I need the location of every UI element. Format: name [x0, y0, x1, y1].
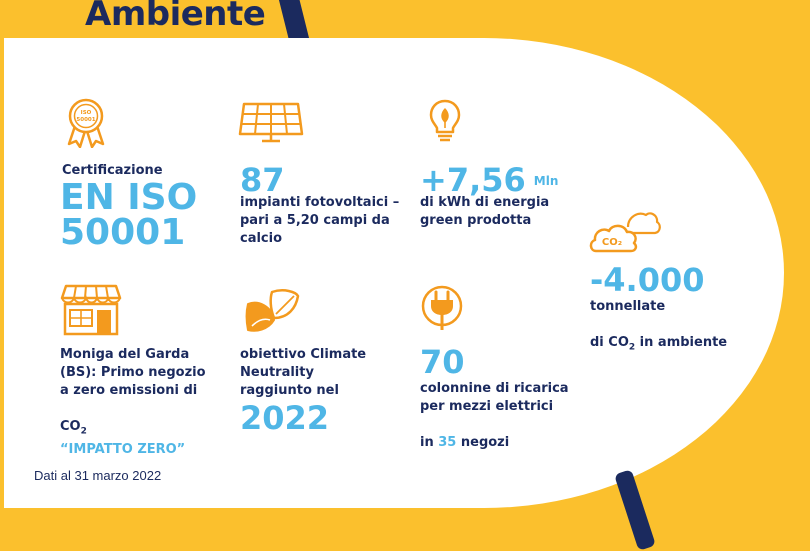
cert-value-line2: 50001 — [60, 212, 186, 253]
energy-unit: Mln — [533, 174, 559, 188]
cloud-label: CO₂ — [602, 237, 622, 248]
medal-text-1: ISO — [81, 110, 92, 116]
stores-count: 35 — [438, 435, 457, 450]
charging-value: 70 — [420, 343, 465, 381]
charging-stores-line: in 35 negozi — [420, 435, 510, 450]
store-text: Moniga del Garda (BS): Primo negozio a z… — [60, 347, 206, 398]
energy-text: di kWh di energia green prodotta — [420, 195, 550, 228]
leaves-icon — [245, 289, 300, 332]
cert-value-line1: EN ISO — [60, 177, 198, 218]
impatto-zero-highlight: “IMPATTO ZERO” — [60, 441, 186, 457]
energy-number: +7,56 — [420, 161, 526, 199]
content-card — [4, 38, 784, 508]
energy-value: +7,56 Mln — [420, 164, 558, 196]
solar-text: impianti fotovoltaici – pari a 5,20 camp… — [240, 195, 400, 246]
store-text-last-line: CO2 “IMPATTO ZERO” — [60, 419, 186, 457]
climate-value: 2022 — [240, 399, 330, 437]
footnote: Dati al 31 marzo 2022 — [34, 468, 162, 483]
cert-label: Certificazione — [62, 163, 163, 178]
solar-panel-icon — [238, 102, 304, 143]
co2-value: -4.000 — [590, 261, 705, 299]
co2-text-line2: di CO2 in ambiente — [590, 335, 728, 353]
eco-bulb-icon — [429, 99, 461, 142]
medal-text-2: 50001 — [76, 117, 95, 123]
charging-text: colonnine di ricarica per mezzi elettric… — [420, 381, 569, 414]
co2-cloud-icon: CO₂ — [589, 212, 661, 253]
solar-value: 87 — [240, 161, 285, 199]
plug-icon — [421, 285, 463, 330]
store-icon — [60, 284, 122, 336]
medal-icon: ISO 50001 — [67, 98, 105, 148]
page-title: Ambiente — [85, 0, 266, 34]
climate-text: obiettivo Climate Neutrality raggiunto n… — [240, 347, 367, 398]
co2-text-line1: tonnellate — [590, 299, 666, 314]
decorative-stripe-bottom — [614, 469, 656, 551]
